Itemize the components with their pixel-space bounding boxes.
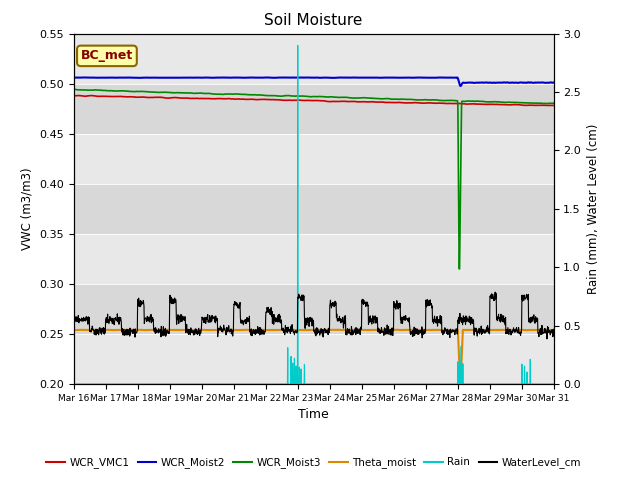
Line: Theta_moist: Theta_moist (74, 330, 554, 384)
Rain (388, 381, 396, 387)
WCR_Moist3 (451, 98, 458, 104)
Theta_moist (550, 327, 557, 333)
WCR_Moist2 (177, 75, 184, 81)
Line: Rain: Rain (74, 45, 554, 384)
Bar (74, 184, 554, 234)
WCR_Moist3 (388, 96, 396, 102)
WCR_Moist2 (388, 75, 396, 81)
Bar (74, 84, 554, 134)
Bar (74, 134, 554, 184)
Y-axis label: Rain (mm), Water Level (cm): Rain (mm), Water Level (cm) (587, 124, 600, 294)
Theta_moist (177, 327, 184, 333)
WCR_Moist3 (165, 90, 173, 96)
Theta_moist (456, 381, 464, 387)
WCR_Moist3 (177, 90, 184, 96)
WaterLevel_cm (492, 289, 499, 295)
WaterLevel_cm (388, 326, 396, 332)
WCR_VMC1 (74, 93, 82, 98)
WCR_Moist2 (230, 75, 238, 81)
WCR_Moist2 (165, 75, 173, 81)
WCR_Moist3 (550, 100, 557, 106)
Rain (177, 381, 184, 387)
WaterLevel_cm (230, 301, 238, 307)
Theta_moist (388, 327, 396, 333)
Rain (294, 42, 301, 48)
Bar (74, 334, 554, 384)
Y-axis label: VWC (m3/m3): VWC (m3/m3) (20, 168, 33, 250)
WCR_VMC1 (388, 99, 396, 105)
WCR_VMC1 (177, 95, 184, 101)
WCR_Moist3 (70, 86, 77, 92)
WCR_VMC1 (545, 103, 552, 108)
Bar (74, 34, 554, 84)
Legend: WCR_VMC1, WCR_Moist2, WCR_Moist3, Theta_moist, Rain, WaterLevel_cm: WCR_VMC1, WCR_Moist2, WCR_Moist3, Theta_… (42, 453, 585, 472)
Title: Soil Moisture: Soil Moisture (264, 13, 363, 28)
WCR_VMC1 (550, 103, 557, 108)
Rain (165, 381, 173, 387)
WaterLevel_cm (177, 315, 184, 321)
WCR_VMC1 (70, 93, 77, 99)
Bar (74, 284, 554, 334)
WCR_VMC1 (451, 101, 458, 107)
Line: WCR_Moist2: WCR_Moist2 (74, 77, 554, 86)
Theta_moist (493, 327, 501, 333)
WCR_Moist3 (72, 86, 79, 92)
Rain (70, 381, 77, 387)
WCR_Moist2 (550, 80, 557, 85)
Theta_moist (165, 327, 173, 333)
WaterLevel_cm (165, 330, 173, 336)
WaterLevel_cm (543, 336, 551, 342)
Line: WCR_VMC1: WCR_VMC1 (74, 96, 554, 106)
WCR_Moist2 (457, 83, 465, 89)
WCR_Moist2 (279, 74, 287, 80)
WaterLevel_cm (70, 316, 77, 322)
WCR_Moist3 (230, 91, 238, 97)
Theta_moist (451, 327, 458, 333)
Theta_moist (70, 327, 77, 333)
WCR_Moist3 (456, 266, 463, 272)
Line: WaterLevel_cm: WaterLevel_cm (74, 292, 554, 339)
Line: WCR_Moist3: WCR_Moist3 (74, 89, 554, 269)
WaterLevel_cm (493, 314, 500, 320)
Theta_moist (394, 327, 401, 333)
Rain (493, 381, 500, 387)
Rain (451, 381, 458, 387)
WaterLevel_cm (550, 332, 557, 337)
WCR_VMC1 (493, 101, 500, 107)
WCR_VMC1 (165, 95, 173, 101)
WCR_Moist2 (493, 80, 501, 85)
Rain (550, 381, 557, 387)
WCR_Moist2 (451, 75, 458, 81)
Bar (74, 234, 554, 284)
Rain (230, 381, 238, 387)
Text: BC_met: BC_met (81, 49, 133, 62)
WCR_Moist2 (70, 75, 77, 81)
X-axis label: Time: Time (298, 408, 329, 421)
Theta_moist (230, 327, 238, 333)
WCR_Moist3 (493, 99, 501, 105)
WaterLevel_cm (451, 328, 458, 334)
WCR_VMC1 (230, 96, 238, 102)
